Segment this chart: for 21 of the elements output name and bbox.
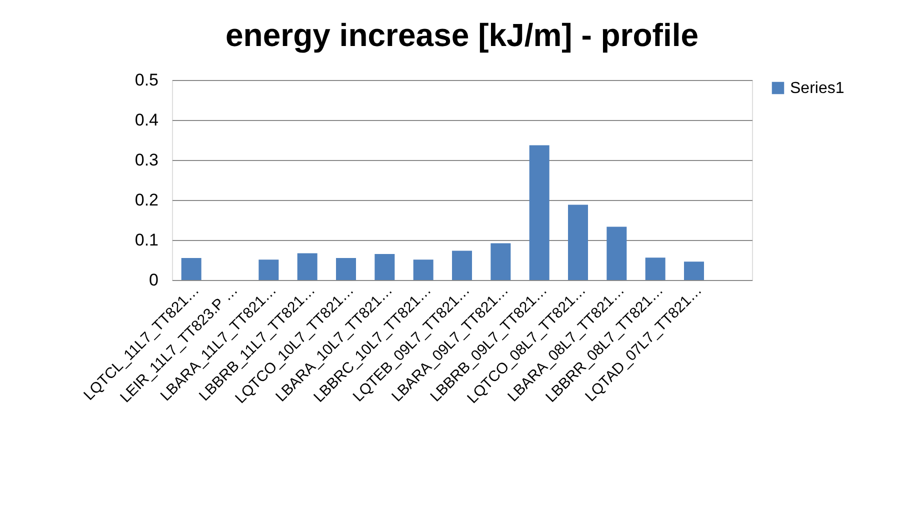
bar bbox=[529, 145, 550, 280]
y-tick-label: 0 bbox=[149, 270, 158, 290]
bar bbox=[452, 250, 472, 280]
legend-label: Series1 bbox=[790, 80, 844, 97]
bar bbox=[181, 258, 202, 280]
y-tick-label: 0.2 bbox=[134, 190, 158, 210]
bar bbox=[568, 204, 588, 280]
chart-title: energy increase [kJ/m] - profile bbox=[225, 17, 699, 53]
bar bbox=[297, 253, 318, 280]
bar bbox=[258, 260, 279, 280]
bar bbox=[684, 262, 704, 280]
y-tick-label: 0.5 bbox=[134, 70, 158, 90]
bar bbox=[645, 258, 666, 280]
bar bbox=[374, 254, 395, 280]
bar bbox=[336, 258, 356, 280]
bar bbox=[413, 260, 434, 280]
y-tick-label: 0.1 bbox=[134, 230, 158, 250]
bar bbox=[606, 226, 627, 280]
bar bbox=[490, 243, 511, 280]
y-tick-label: 0.4 bbox=[134, 110, 158, 130]
y-tick-label: 0.3 bbox=[134, 150, 158, 170]
